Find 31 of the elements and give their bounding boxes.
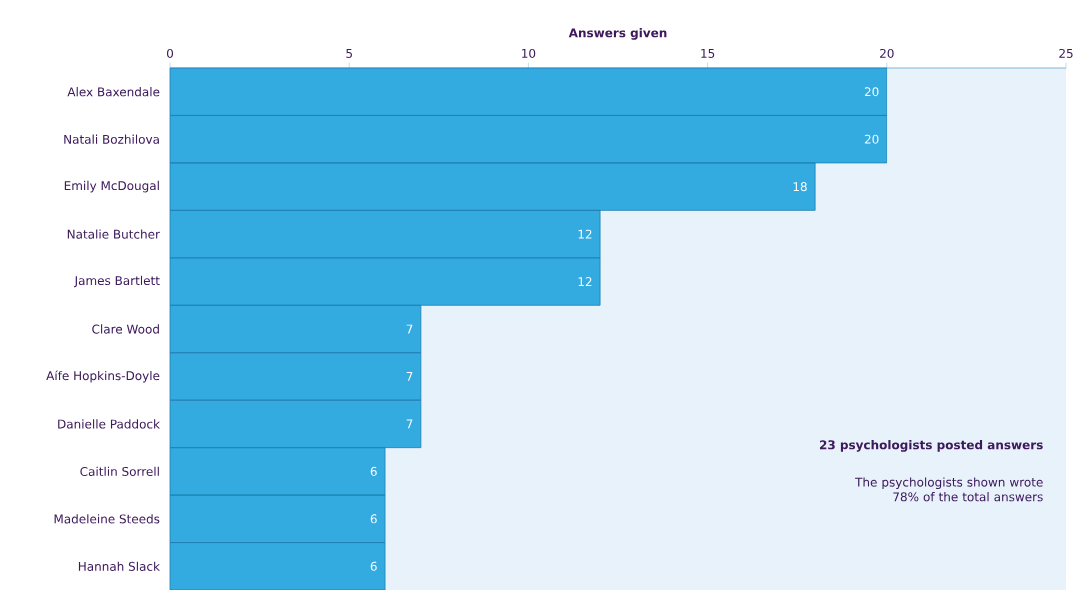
y-tick-label: Aífe Hopkins-Doyle [46, 370, 160, 383]
data-label: 12 [578, 229, 592, 239]
y-tick-label: Madeleine Steeds [54, 514, 160, 524]
x-tick-label: 15 [701, 49, 715, 58]
data-label: 6 [370, 466, 377, 476]
data-label: 7 [406, 419, 413, 429]
annotation: 23 psychologists posted answers [819, 440, 1043, 452]
y-tick-label: James Bartlett [73, 275, 160, 288]
data-label: 20 [864, 134, 879, 144]
y-tick-label: Emily McDougal [64, 180, 159, 193]
y-tick-label: Hannah Slack [78, 561, 160, 571]
data-label: 6 [370, 561, 377, 571]
x-tick-label: 5 [346, 49, 352, 58]
data-label: 12 [578, 277, 592, 287]
y-tick-label: Natalie Butcher [67, 229, 160, 239]
data-label: 7 [406, 372, 413, 381]
x-axis-title: Answers given [568, 28, 667, 40]
x-tick-label: 25 [1059, 48, 1073, 58]
x-tick-label: 0 [166, 48, 174, 58]
data-label: 7 [406, 324, 413, 334]
y-tick-label: Natali Bozhilova [64, 134, 159, 144]
data-label: 20 [864, 87, 879, 97]
x-tick-label: 20 [880, 48, 894, 58]
x-tick-label: 10 [522, 48, 536, 58]
y-tick-label: Alex Baxendale [67, 87, 160, 97]
y-tick-label: Caitlin Sorrell [80, 466, 159, 477]
annotation: The psychologists shown wrote 78% of the total answers [855, 477, 1043, 502]
data-label: 18 [793, 182, 807, 192]
y-tick-label: Danielle Paddock [58, 419, 160, 429]
data-label: 6 [370, 514, 377, 524]
y-tick-label: Clare Wood [92, 324, 159, 334]
